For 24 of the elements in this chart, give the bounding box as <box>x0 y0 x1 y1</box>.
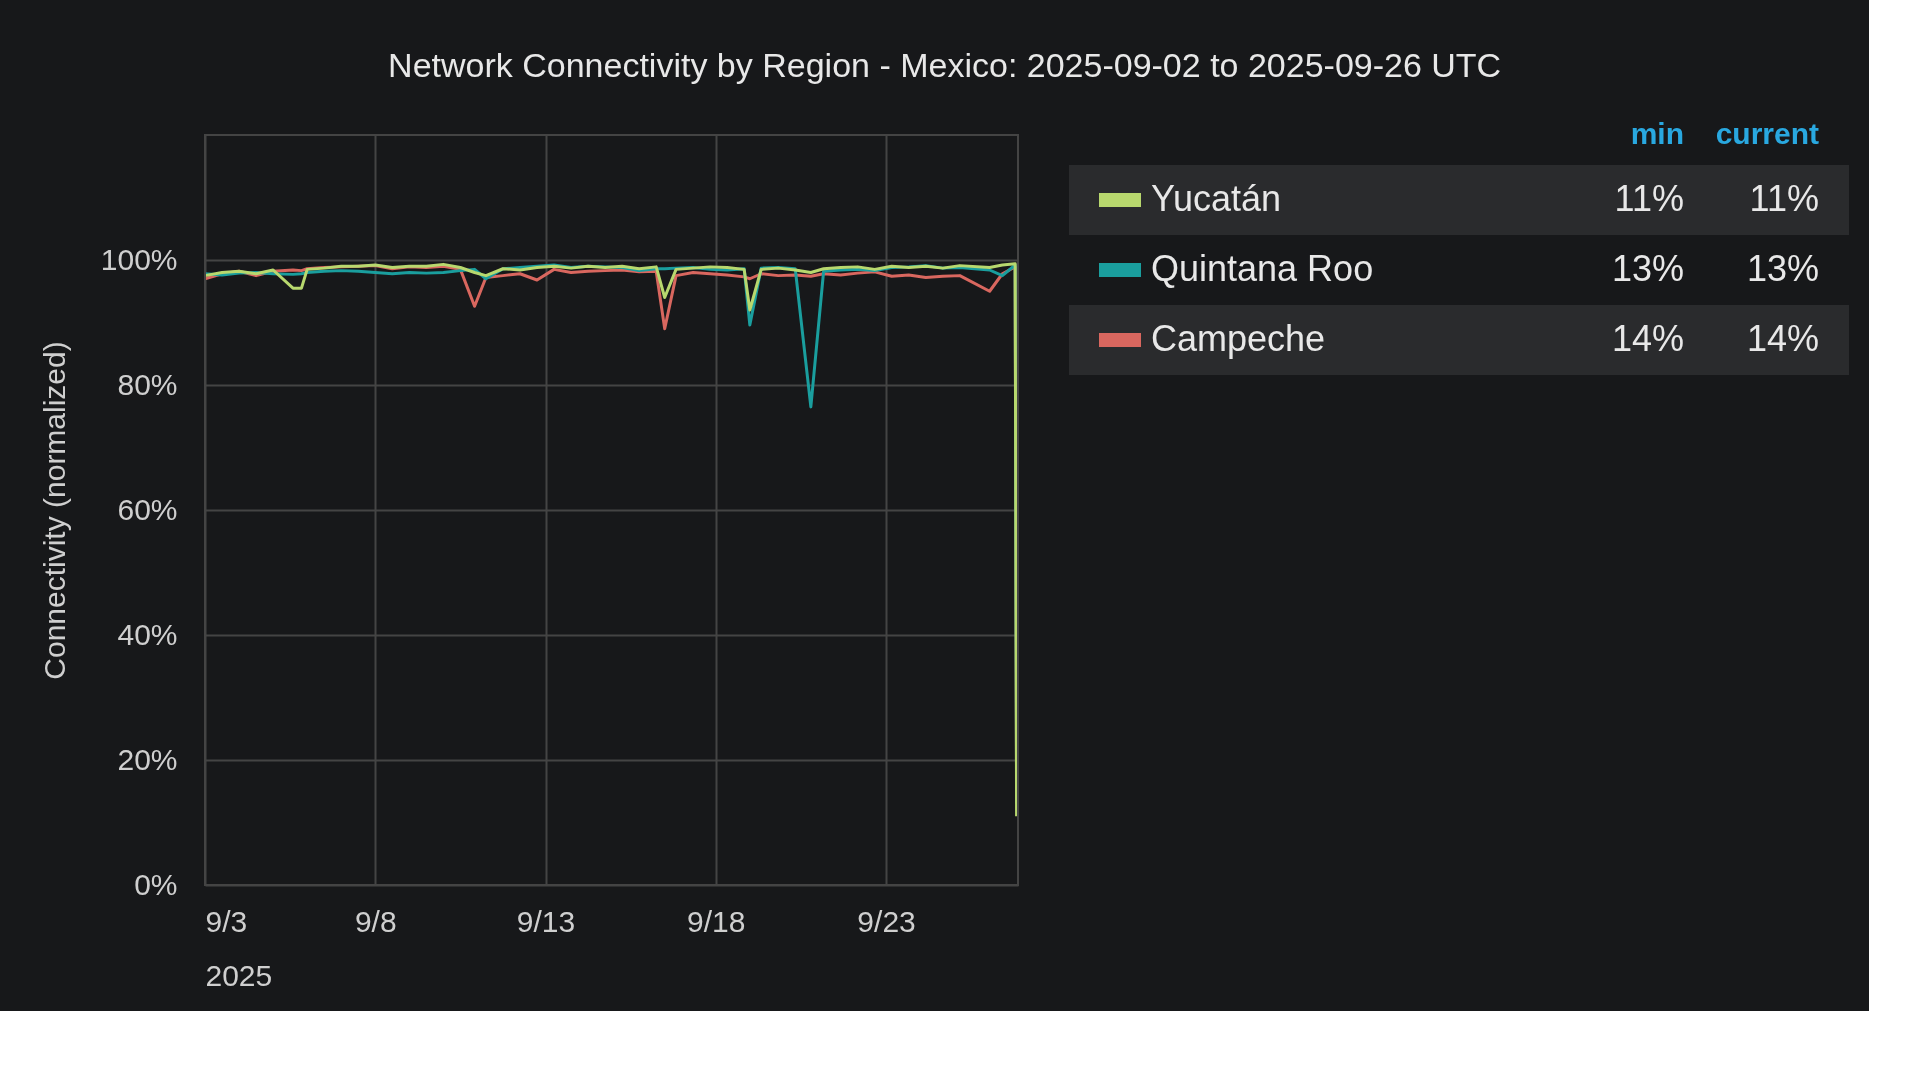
legend-label: Campeche <box>1151 318 1326 359</box>
y-tick-label: 0% <box>134 867 178 901</box>
text: current <box>1715 117 1820 150</box>
text: 11% <box>1749 178 1819 219</box>
legend-label: Quintana Roo <box>1151 248 1374 289</box>
y-tick-label: 100% <box>100 242 178 276</box>
chart-title: Network Connectivity by Region - Mexico: 2025-09-02 to 2025-09-26 UTC <box>388 46 1502 84</box>
text: 11% <box>1614 178 1684 219</box>
text: 13% <box>1746 248 1819 289</box>
y-tick-label: 40% <box>117 617 178 651</box>
y-tick-label: 20% <box>117 742 178 776</box>
x-tick-label: 9/18 <box>687 904 746 938</box>
y-tick-label: 60% <box>117 492 178 526</box>
y-tick-label: 80% <box>117 367 178 401</box>
text: min <box>1630 117 1684 150</box>
y-axis-title: Connectivity (normalized) <box>37 341 71 680</box>
text: 14% <box>1611 318 1684 359</box>
text: 14% <box>1746 318 1819 359</box>
x-tick-label: 9/8 <box>354 904 397 938</box>
x-tick-label: 9/13 <box>516 904 576 938</box>
text: 13% <box>1611 248 1684 289</box>
x-tick-label: 9/3 2025 <box>205 904 273 992</box>
legend-label: Yucatán <box>1151 178 1282 219</box>
x-tick-label: 9/23 <box>857 904 916 938</box>
